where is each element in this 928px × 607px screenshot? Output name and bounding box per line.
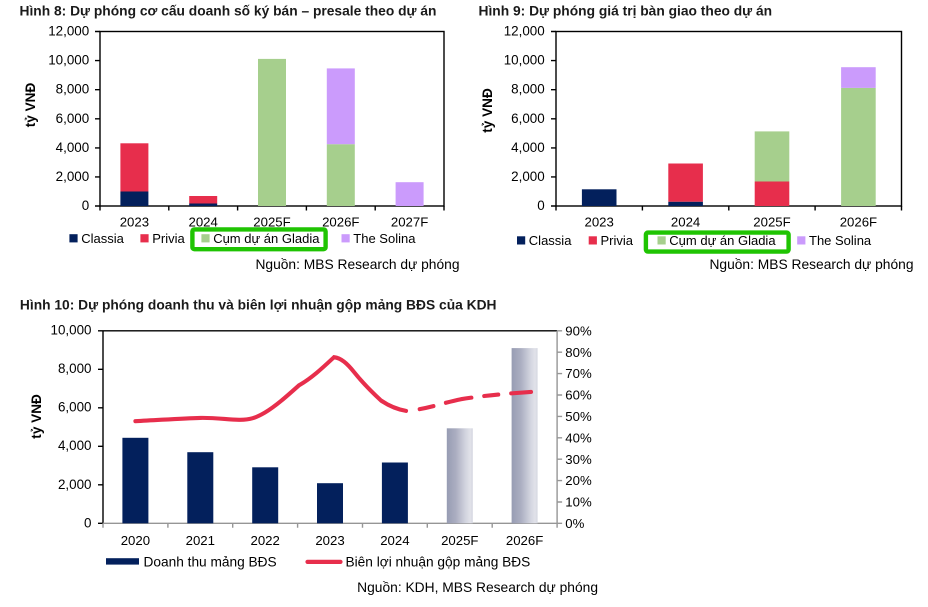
- svg-text:30%: 30%: [565, 452, 592, 467]
- svg-text:4,000: 4,000: [56, 140, 90, 155]
- svg-text:90%: 90%: [565, 323, 592, 338]
- svg-text:2027F: 2027F: [391, 215, 428, 230]
- svg-text:6,000: 6,000: [56, 111, 90, 126]
- svg-text:2021: 2021: [186, 533, 215, 548]
- svg-text:2,000: 2,000: [58, 477, 92, 492]
- svg-text:10%: 10%: [565, 495, 592, 510]
- svg-text:Hình 8: Dự phóng cơ cấu doanh: Hình 8: Dự phóng cơ cấu doanh số ký bán …: [20, 3, 437, 18]
- svg-text:Hình 9: Dự phóng giá trị bàn g: Hình 9: Dự phóng giá trị bàn giao theo d…: [479, 3, 773, 18]
- svg-text:2026F: 2026F: [506, 533, 543, 548]
- svg-text:Cụm dự án Gladia: Cụm dự án Gladia: [669, 233, 776, 248]
- svg-text:10,000: 10,000: [504, 53, 545, 68]
- svg-text:Nguồn: MBS Research dự phóng: Nguồn: MBS Research dự phóng: [709, 257, 913, 272]
- svg-text:50%: 50%: [565, 409, 592, 424]
- svg-text:20%: 20%: [565, 473, 592, 488]
- svg-text:0%: 0%: [565, 516, 584, 531]
- svg-text:Classia: Classia: [81, 231, 124, 246]
- svg-text:2022: 2022: [251, 533, 280, 548]
- svg-text:80%: 80%: [565, 345, 592, 360]
- svg-text:tỷ VNĐ: tỷ VNĐ: [23, 83, 38, 128]
- svg-text:Privia: Privia: [152, 231, 185, 246]
- svg-text:12,000: 12,000: [48, 24, 89, 39]
- svg-text:6,000: 6,000: [511, 111, 545, 126]
- svg-text:2025F: 2025F: [253, 215, 290, 230]
- svg-text:2024: 2024: [671, 215, 700, 230]
- svg-text:2020: 2020: [121, 533, 150, 548]
- svg-text:2026F: 2026F: [322, 215, 359, 230]
- svg-text:2025F: 2025F: [441, 533, 478, 548]
- svg-text:2024: 2024: [380, 533, 409, 548]
- svg-text:8,000: 8,000: [58, 361, 92, 376]
- svg-text:10,000: 10,000: [48, 53, 89, 68]
- svg-text:8,000: 8,000: [511, 82, 545, 97]
- svg-text:The Solina: The Solina: [809, 233, 872, 248]
- svg-text:0: 0: [82, 198, 89, 213]
- svg-text:4,000: 4,000: [58, 438, 92, 453]
- svg-text:2023: 2023: [120, 215, 149, 230]
- svg-text:0: 0: [84, 515, 91, 530]
- svg-text:tỷ VNĐ: tỷ VNĐ: [480, 88, 495, 133]
- svg-text:Cụm dự án Gladia: Cụm dự án Gladia: [213, 231, 320, 246]
- svg-text:2026F: 2026F: [840, 215, 877, 230]
- svg-text:2023: 2023: [585, 215, 614, 230]
- svg-text:Hình 10: Dự phóng doanh thu và: Hình 10: Dự phóng doanh thu và biên lợi …: [20, 298, 497, 313]
- svg-text:Doanh thu mảng BĐS: Doanh thu mảng BĐS: [144, 555, 277, 570]
- svg-text:Classia: Classia: [529, 233, 572, 248]
- svg-text:4,000: 4,000: [511, 140, 545, 155]
- svg-text:12,000: 12,000: [504, 24, 545, 39]
- svg-text:2023: 2023: [315, 533, 344, 548]
- svg-text:Privia: Privia: [601, 233, 634, 248]
- svg-text:The Solina: The Solina: [353, 231, 416, 246]
- svg-text:2,000: 2,000: [511, 169, 545, 184]
- svg-text:2025F: 2025F: [753, 215, 790, 230]
- svg-text:2,000: 2,000: [56, 169, 90, 184]
- svg-text:Nguồn: KDH, MBS Research dự ph: Nguồn: KDH, MBS Research dự phóng: [357, 580, 598, 595]
- svg-text:2024: 2024: [189, 215, 218, 230]
- svg-text:0: 0: [537, 198, 544, 213]
- svg-text:10,000: 10,000: [51, 323, 92, 338]
- svg-text:tỷ VNĐ: tỷ VNĐ: [29, 394, 44, 439]
- svg-text:Nguồn: MBS Research dự phóng: Nguồn: MBS Research dự phóng: [255, 257, 459, 272]
- svg-text:60%: 60%: [565, 388, 592, 403]
- svg-text:70%: 70%: [565, 366, 592, 381]
- svg-text:Biên lợi nhuận gộp mảng BĐS: Biên lợi nhuận gộp mảng BĐS: [346, 555, 531, 570]
- svg-text:40%: 40%: [565, 430, 592, 445]
- svg-text:8,000: 8,000: [56, 82, 90, 97]
- svg-text:6,000: 6,000: [58, 400, 92, 415]
